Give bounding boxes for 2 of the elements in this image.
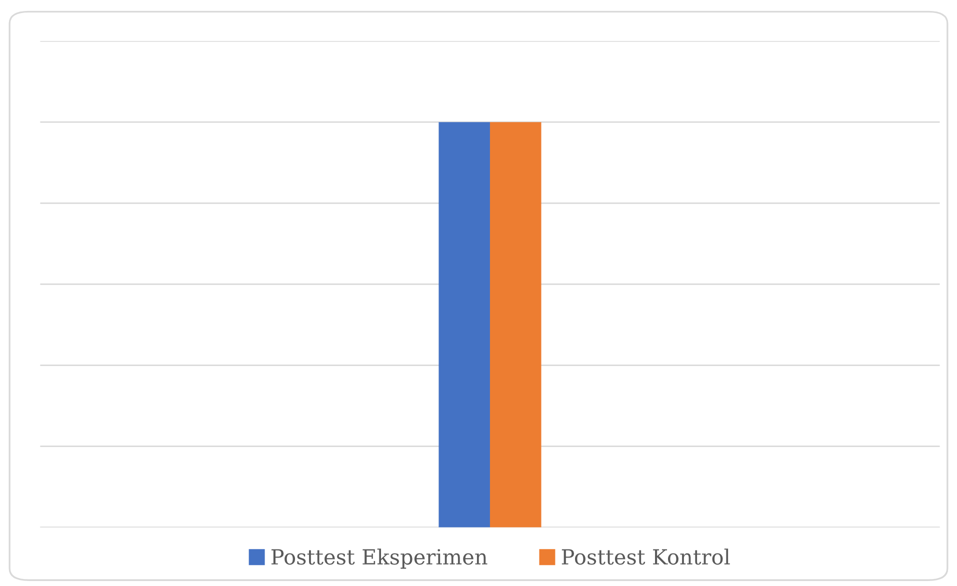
- legend-label: Posttest Kontrol: [562, 548, 730, 565]
- legend-label: Posttest Eksperimen: [272, 548, 488, 569]
